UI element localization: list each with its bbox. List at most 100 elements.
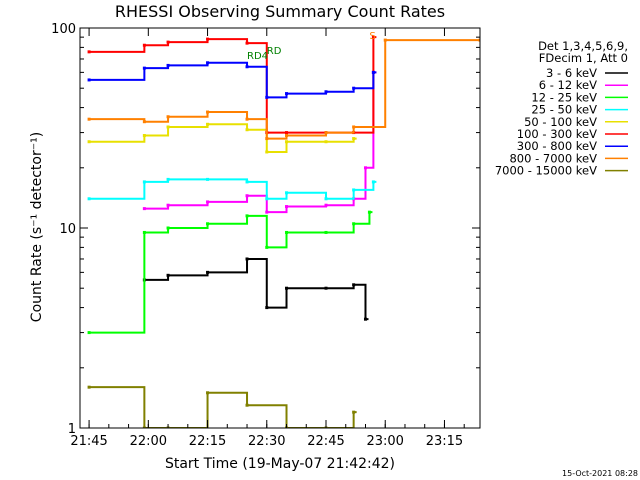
data-point	[245, 117, 249, 121]
series-3-6-kev	[142, 257, 369, 321]
series-line	[89, 61, 377, 99]
data-point	[363, 317, 367, 321]
series-300-800-kev	[87, 61, 377, 99]
data-point	[87, 331, 91, 335]
data-point	[206, 391, 210, 395]
data-point	[265, 210, 269, 214]
data-point	[352, 125, 356, 129]
data-point	[324, 131, 328, 135]
data-point	[245, 41, 249, 45]
data-point	[206, 37, 210, 41]
x-tick-label: 22:30	[248, 434, 285, 449]
footer-timestamp: 15-Oct-2021 08:28	[562, 469, 638, 478]
series-line	[89, 123, 357, 153]
data-point	[352, 137, 356, 141]
legend-label: 6 - 12 keV	[539, 78, 597, 92]
legend-label: 50 - 100 keV	[524, 115, 597, 129]
data-point	[206, 222, 210, 226]
data-point	[245, 403, 249, 407]
legend-label: 100 - 300 keV	[517, 127, 597, 141]
data-point	[324, 203, 328, 207]
axes: 21:45 22:00 22:15 22:30 22:45 23:00 23:15 1 10 10…	[51, 22, 481, 449]
data-point	[285, 134, 289, 138]
data-point	[324, 140, 328, 144]
annotation-label: RD	[267, 46, 282, 57]
data-point	[371, 35, 375, 39]
data-point	[142, 43, 146, 47]
data-point	[285, 205, 289, 209]
data-point	[371, 70, 375, 74]
data-point	[265, 245, 269, 249]
plot-frame	[79, 27, 481, 429]
data-point	[367, 210, 371, 214]
data-point	[206, 110, 210, 114]
data-point	[206, 122, 210, 126]
data-point	[142, 230, 146, 234]
data-point	[166, 203, 170, 207]
data-point	[285, 286, 289, 290]
data-point	[166, 177, 170, 181]
data-point	[87, 117, 91, 121]
series-50-100-kev	[87, 122, 357, 154]
legend-label: 7000 - 15000 keV	[495, 164, 597, 178]
data-point	[324, 230, 328, 234]
chart-title: RHESSI Observing Summary Count Rates	[115, 2, 445, 21]
series-7000-15000-kev	[87, 385, 357, 428]
data-point	[352, 188, 356, 192]
data-point	[245, 128, 249, 132]
legend-label: 25 - 50 keV	[531, 103, 597, 117]
data-point	[142, 180, 146, 184]
annotation-label: RD4	[247, 51, 268, 62]
data-point	[285, 140, 289, 144]
series-line	[144, 257, 369, 321]
data-point	[285, 230, 289, 234]
data-point	[352, 410, 356, 414]
x-axis-label: Start Time (19-May-07 21:42:42)	[165, 456, 395, 472]
data-point	[265, 306, 269, 310]
data-point	[206, 200, 210, 204]
data-point	[87, 78, 91, 82]
x-tick-label: 22:00	[130, 434, 167, 449]
data-point	[142, 134, 146, 138]
data-point	[265, 95, 269, 99]
data-point	[363, 166, 367, 170]
data-point	[478, 38, 480, 42]
data-point	[352, 222, 356, 226]
data-point	[324, 90, 328, 94]
data-point	[87, 385, 91, 389]
x-tick-label: 22:45	[307, 434, 344, 449]
data-point	[265, 150, 269, 154]
data-point	[166, 226, 170, 230]
series-line	[144, 71, 377, 214]
annotation-label: S	[369, 31, 375, 42]
y-axis-label: Count Rate (s⁻¹ detector⁻¹)	[29, 132, 45, 322]
data-point	[245, 65, 249, 69]
legend-label: 800 - 7000 keV	[509, 151, 597, 165]
y-tick-label: 10	[59, 222, 76, 237]
y-tick-label: 100	[51, 22, 76, 37]
series-25-50-kev	[87, 177, 377, 201]
data-point	[352, 86, 356, 90]
legend: Det 1,3,4,5,6,9,FDecim 1, Att 03 - 6 keV…	[495, 39, 628, 178]
series-12-25-kev	[87, 210, 373, 335]
data-point	[245, 180, 249, 184]
data-point	[352, 283, 356, 287]
series-line	[89, 178, 377, 200]
data-point	[324, 197, 328, 201]
data-point	[383, 38, 387, 42]
data-point	[87, 197, 91, 201]
series-800-7000-kev	[87, 38, 480, 141]
x-tick-label: 23:00	[366, 434, 403, 449]
data-point	[324, 286, 328, 290]
legend-label: 12 - 25 keV	[531, 90, 597, 104]
series-line	[89, 386, 357, 428]
data-point	[245, 257, 249, 261]
data-point	[142, 207, 146, 211]
data-point	[87, 140, 91, 144]
data-point	[245, 194, 249, 198]
data-point	[166, 125, 170, 129]
data-point	[285, 131, 289, 135]
data-point	[371, 180, 375, 184]
